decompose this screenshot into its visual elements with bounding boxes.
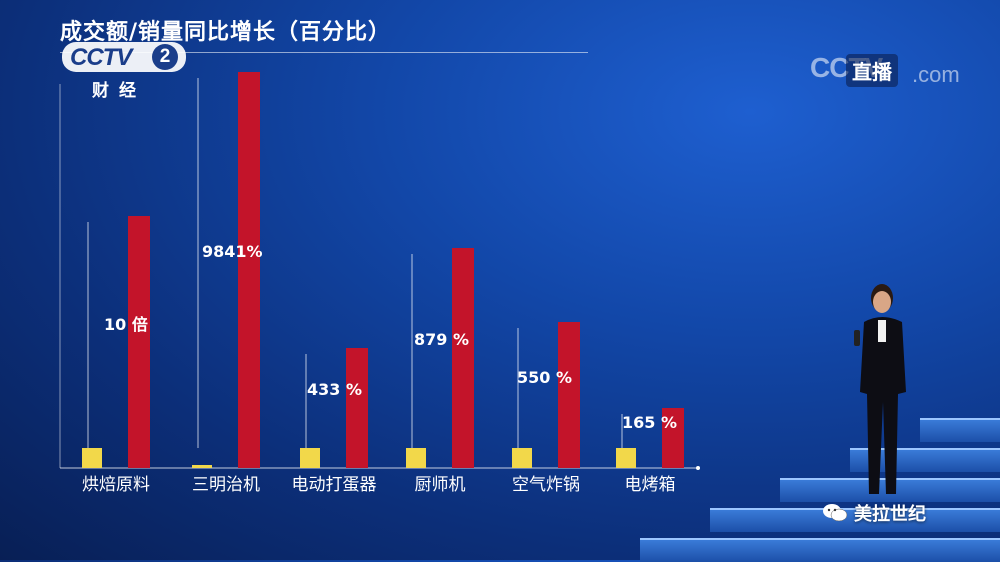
watermark: 美拉世纪 [822,500,926,526]
watermark-text: 美拉世纪 [854,504,926,525]
growth-label: 165 % [622,413,677,432]
bar-base-period [406,448,426,468]
wechat-icon [823,504,848,522]
bar-base-period [616,448,636,468]
channel-logo: CCTV [70,44,132,71]
bar-base-period [512,448,532,468]
live-badge: 直播 [846,54,898,87]
category-label: 电动打蛋器 [292,475,377,495]
live-logo-suffix: .com [912,62,960,87]
bar-base-period [300,448,320,468]
category-label: 电烤箱 [625,475,676,495]
bar-current-period [452,248,474,468]
category-label: 厨师机 [415,475,466,495]
category-label: 三明治机 [192,475,260,495]
title-divider [60,52,588,53]
bar-current-period [346,348,368,468]
bar-current-period [558,322,580,468]
presenter-figure [854,284,906,494]
bar-current-period [128,216,150,468]
x-axis-end-dot [696,466,700,470]
growth-label: 879 % [414,330,469,349]
category-label: 空气炸锅 [512,475,580,495]
growth-label: 9841% [202,242,263,261]
growth-label: 433 % [307,380,362,399]
channel-name: 财经 [92,81,146,101]
bar-base-period [82,448,102,468]
bar-current-period [238,72,260,468]
stage-steps [620,390,1000,562]
channel-number: 2 [152,44,178,70]
growth-label: 10 倍 [104,315,148,334]
category-label: 烘焙原料 [82,475,150,495]
bar-base-period [192,465,212,468]
growth-label: 550 % [517,368,572,387]
chart-title: 成交额/销量同比增长（百分比） [60,20,392,45]
bar-current-period [662,408,684,468]
